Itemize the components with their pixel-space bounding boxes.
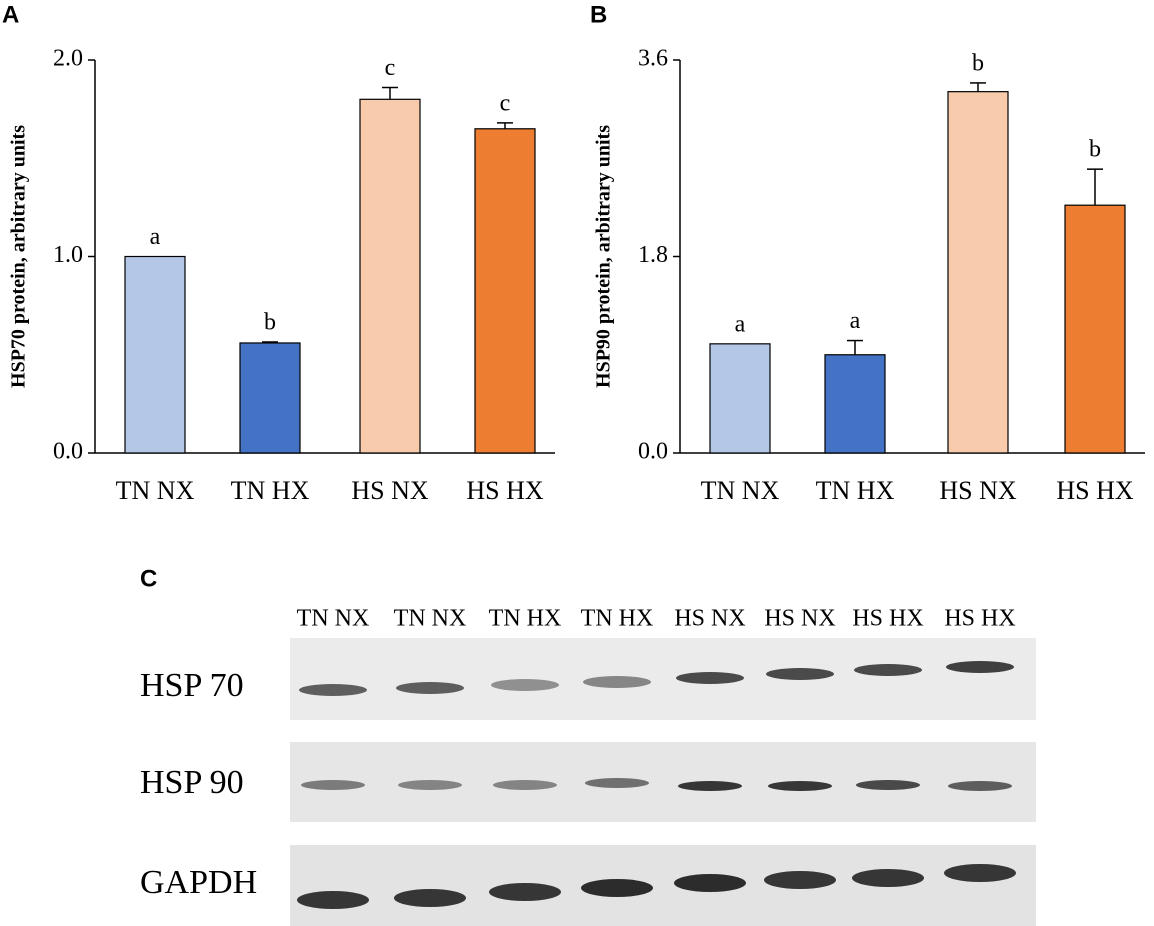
- annotation: b: [1089, 137, 1101, 163]
- blot-band: [768, 781, 832, 791]
- blot-band: [854, 664, 922, 676]
- annotation: c: [500, 90, 511, 116]
- blot-band: [299, 684, 367, 696]
- bar: [239, 342, 301, 454]
- error-bar: [1087, 168, 1103, 206]
- blot-membrane: [290, 845, 1036, 926]
- blot-membrane: [290, 742, 1036, 822]
- y-tick-label: 0.0: [53, 439, 83, 465]
- blot-band: [766, 668, 834, 680]
- annotation: b: [972, 50, 984, 76]
- bar: [947, 91, 1009, 454]
- error-bar: [847, 339, 863, 355]
- annotation: c: [385, 55, 396, 81]
- y-tick-label: 3.6: [638, 46, 668, 72]
- error-bar: [382, 86, 398, 100]
- lane-label: HS HX: [944, 606, 1015, 632]
- blot-band: [396, 682, 464, 694]
- lane-label: TN HX: [489, 606, 562, 632]
- lane-label: TN HX: [581, 606, 654, 632]
- x-tick-label: HS HX: [466, 476, 544, 505]
- bar: [124, 255, 186, 454]
- lane-label: TN NX: [394, 606, 467, 632]
- blot-band: [948, 781, 1012, 791]
- lane-label: TN NX: [297, 606, 370, 632]
- blot-band: [491, 679, 559, 691]
- lane-label: HS NX: [764, 606, 835, 632]
- blot-membrane: [290, 638, 1036, 720]
- blot-band: [394, 889, 466, 907]
- blot-band: [676, 672, 744, 684]
- blot-band: [581, 879, 653, 897]
- blot-band: [585, 778, 649, 788]
- blot-band: [946, 661, 1014, 673]
- blot-band: [297, 891, 369, 909]
- row-label: GAPDH: [140, 864, 257, 901]
- annotation: a: [735, 311, 746, 337]
- blot-band: [583, 676, 651, 688]
- x-tick-label: HS NX: [351, 476, 429, 505]
- y-tick-label: 1.8: [638, 242, 668, 268]
- y-tick-label: 2.0: [53, 46, 83, 72]
- blot-band: [674, 874, 746, 892]
- blot-band: [856, 780, 920, 790]
- x-tick-label: HS NX: [939, 476, 1017, 505]
- bar: [1064, 204, 1126, 454]
- y-tick-label: 1.0: [53, 242, 83, 268]
- y-axis-label: HSP90 protein, arbitrary units: [593, 125, 615, 388]
- panel-label: A: [2, 1, 19, 28]
- row-label: HSP 70: [140, 667, 244, 704]
- blot: [290, 638, 1036, 926]
- y-tick-label: 0.0: [638, 439, 668, 465]
- row-label: HSP 90: [140, 764, 244, 801]
- error-bar: [262, 341, 278, 343]
- annotation: b: [264, 309, 276, 335]
- error-bar: [497, 122, 513, 129]
- x-tick-label: TN NX: [116, 476, 195, 505]
- blot-band: [944, 864, 1016, 882]
- y-axis-label: HSP70 protein, arbitrary units: [8, 125, 30, 388]
- bar: [709, 343, 771, 454]
- panel-label: B: [590, 1, 607, 28]
- blot-band: [301, 780, 365, 790]
- bar: [359, 98, 421, 454]
- bar: [474, 128, 536, 454]
- blot-band: [398, 780, 462, 790]
- annotation: a: [150, 224, 161, 250]
- blot-band: [852, 869, 924, 887]
- x-tick-label: HS HX: [1056, 476, 1134, 505]
- blot-band: [489, 883, 561, 901]
- blot-band: [493, 780, 557, 790]
- blot-band: [678, 781, 742, 791]
- x-tick-label: TN HX: [816, 476, 895, 505]
- error-bar: [970, 82, 986, 92]
- x-tick-label: TN NX: [701, 476, 780, 505]
- bar: [824, 354, 886, 454]
- blot-band: [764, 871, 836, 889]
- x-tick-label: TN HX: [231, 476, 310, 505]
- lane-label: HS HX: [852, 606, 923, 632]
- lane-label: HS NX: [674, 606, 745, 632]
- panel-label: C: [140, 565, 157, 592]
- annotation: a: [850, 308, 861, 334]
